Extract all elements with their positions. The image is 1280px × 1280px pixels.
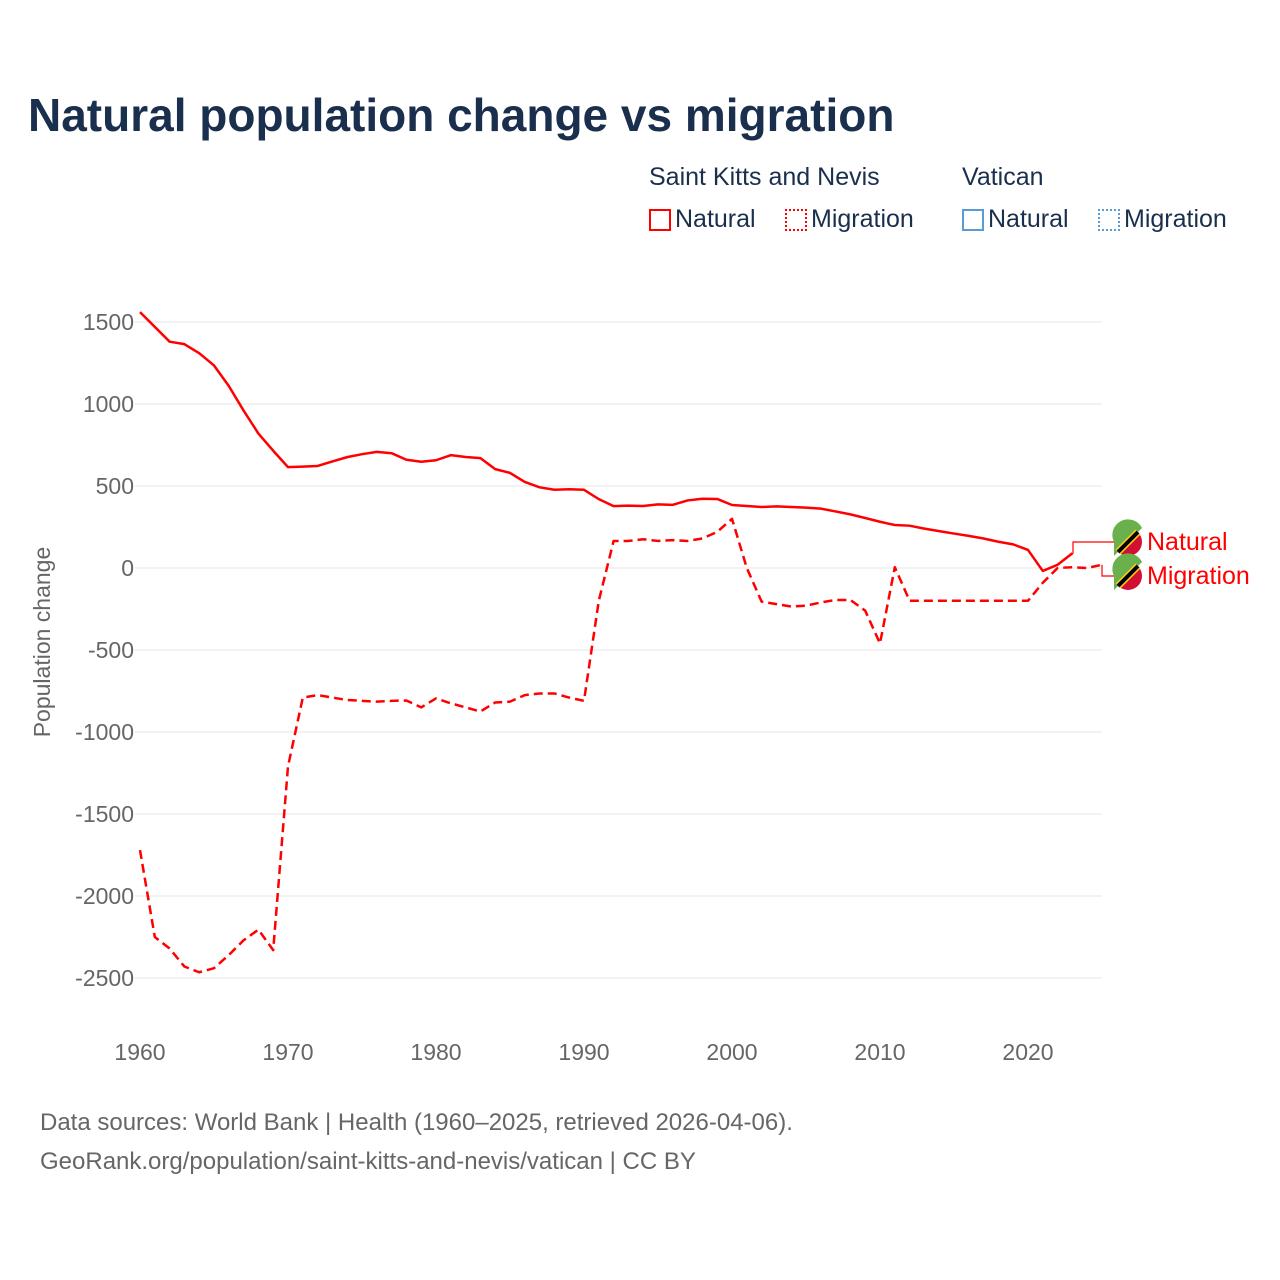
- end-label: Migration: [1147, 562, 1250, 590]
- legend-swatch-solid: [649, 208, 671, 231]
- legend-skn-natural[interactable]: Natural: [649, 205, 756, 234]
- y-tick-label: 500: [96, 473, 134, 499]
- x-tick-label: 2010: [854, 1039, 905, 1065]
- series-line-1: [138, 517, 1103, 974]
- legend-label: Natural: [988, 205, 1069, 233]
- flag-icon-band: [1116, 564, 1140, 588]
- end-label: Natural: [1147, 528, 1228, 556]
- footer-url[interactable]: GeoRank.org/population/saint-kitts-and-n…: [40, 1148, 696, 1175]
- y-tick-label: 1000: [83, 391, 134, 417]
- x-tick-label: 1970: [262, 1039, 313, 1065]
- y-tick-label: -2500: [75, 965, 134, 991]
- series-line-0: [139, 311, 1074, 573]
- y-tick-label: 1500: [83, 309, 134, 335]
- legend-group-vatican: Vatican: [962, 163, 1044, 191]
- x-tick-label: 1990: [558, 1039, 609, 1065]
- chart-title: Natural population change vs migration: [28, 89, 895, 141]
- flag-icon-band: [1116, 530, 1140, 554]
- x-tick-label: 1980: [410, 1039, 461, 1065]
- legend-label: Migration: [811, 205, 914, 233]
- y-tick-label: -2000: [75, 883, 134, 909]
- legend-vatican-natural[interactable]: Natural: [962, 205, 1069, 234]
- plot-area: 1500 1000 500 0 -500 -1000 -1500 -2000 -2500 1960…: [29, 309, 1250, 1065]
- footer-sources: Data sources: World Bank | Health (1960–…: [40, 1109, 793, 1136]
- x-tick-label: 2020: [1002, 1039, 1053, 1065]
- x-tick-label: 2000: [706, 1039, 757, 1065]
- label-connector: [1101, 564, 1114, 577]
- legend-label: Natural: [675, 205, 756, 233]
- legend-skn-migration[interactable]: Migration: [785, 205, 914, 234]
- legend-vatican-migration[interactable]: Migration: [1098, 205, 1227, 234]
- x-tick-label: 1960: [114, 1039, 165, 1065]
- legend-swatch-dotted: [1098, 208, 1120, 231]
- legend-label: Migration: [1124, 205, 1227, 233]
- legend-swatch-solid: [962, 208, 984, 231]
- y-tick-label: 0: [121, 555, 134, 581]
- label-connector: [1072, 541, 1114, 554]
- y-tick-label: -1000: [75, 719, 134, 745]
- legend-group-skn: Saint Kitts and Nevis: [649, 163, 880, 191]
- y-tick-label: -500: [88, 637, 134, 663]
- y-tick-label: -1500: [75, 801, 134, 827]
- y-axis-label: Population change: [29, 547, 55, 738]
- legend-swatch-dotted: [785, 208, 807, 231]
